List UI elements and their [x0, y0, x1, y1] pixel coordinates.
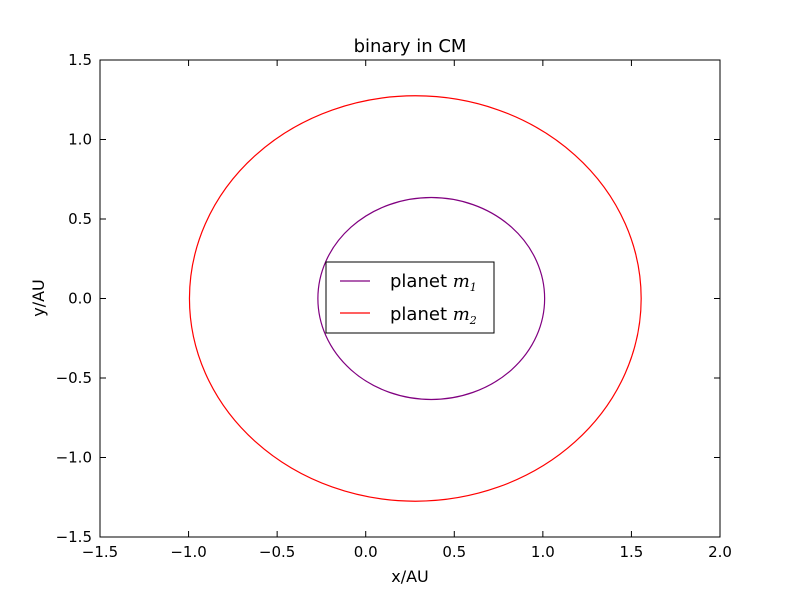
y-tick-label: −1.5	[56, 528, 92, 546]
y-tick-label: 1.5	[68, 51, 92, 69]
y-tick-label: −0.5	[56, 369, 92, 387]
y-tick-label: 1.0	[68, 131, 92, 149]
x-tick-label: 0.5	[442, 543, 466, 561]
y-tick-label: 0.0	[68, 290, 92, 308]
x-tick-label: 0.0	[354, 543, 378, 561]
x-tick-label: 1.5	[619, 543, 643, 561]
legend-label-m2: planet m2	[390, 304, 477, 327]
x-tick-label: 1.0	[531, 543, 555, 561]
x-axis-label: x/AU	[391, 567, 429, 586]
x-tick-label: −1.0	[170, 543, 206, 561]
y-tick-label: −1.0	[56, 449, 92, 467]
x-tick-label: −1.5	[82, 543, 118, 561]
legend-label-m1: planet m1	[390, 271, 477, 294]
series-orbit-1	[317, 196, 546, 401]
series-orbit-2	[188, 95, 642, 502]
legend: planet m1 planet m2	[325, 261, 495, 334]
y-axis-label: y/AU	[29, 279, 48, 317]
x-tick-label: −0.5	[259, 543, 295, 561]
series-layer	[188, 95, 642, 502]
y-tick-label: 0.5	[68, 210, 92, 228]
chart-title: binary in CM	[354, 36, 467, 57]
legend-box	[325, 261, 495, 334]
ticks-layer: −1.5 −1.0 −0.5 0.0 0.5 1.0 1.5 2.0 −1.5 −1.0 −0.5 0…	[56, 51, 732, 561]
x-tick-label: 2.0	[708, 543, 732, 561]
